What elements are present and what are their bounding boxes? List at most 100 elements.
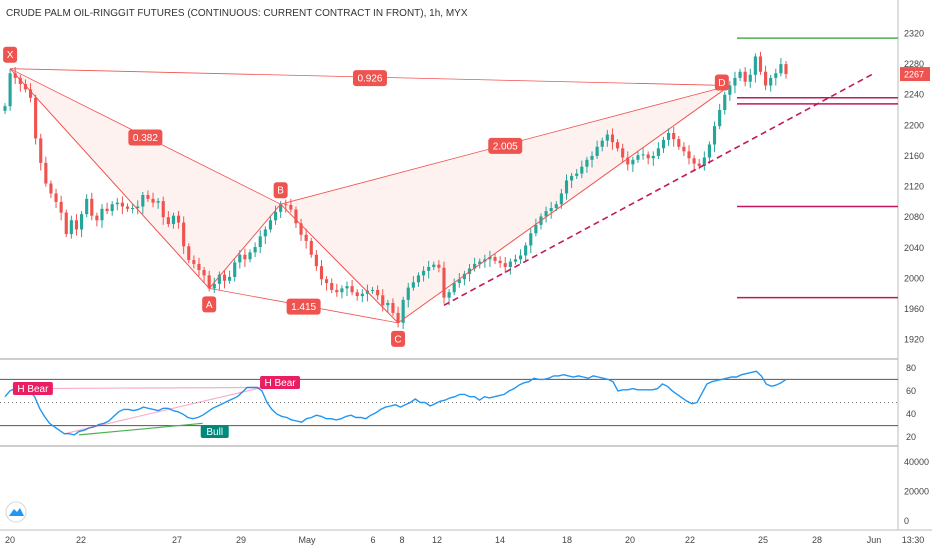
candle [233,259,237,282]
candle-body [309,240,313,255]
candle [707,141,712,164]
candle [396,306,400,328]
candle-body [452,283,456,293]
candle [110,201,114,216]
rsi-tick-label: 40 [906,409,916,419]
candle [575,168,579,179]
candle [600,137,604,152]
candle-body [626,157,630,165]
candle [156,198,160,209]
candle [672,126,676,147]
price-tick-label: 2320 [904,28,924,38]
candle-body [136,206,140,209]
candle [524,242,528,262]
candle [120,196,124,215]
candle [115,198,119,211]
candle [702,151,706,171]
candle [171,212,176,229]
candle-body [34,97,38,139]
candle [391,298,395,316]
candle-body [171,215,176,225]
candle [677,136,681,150]
candle-body [8,73,12,107]
candle-body [243,254,247,260]
date-tick-label: 29 [236,535,246,545]
candle-body [284,204,288,206]
candle [217,271,221,290]
candle-body [146,195,150,199]
candle [49,180,53,199]
candle [518,249,523,264]
candle [243,248,247,267]
candle-body [370,289,375,291]
candle-body [723,94,727,111]
candle-body [758,56,763,72]
candle-body [549,208,553,212]
candle-body [391,302,395,313]
candle [59,195,63,221]
candle-body [585,159,589,167]
candle [8,68,12,111]
volume-tick-label: 0 [904,516,909,526]
candle [636,150,640,163]
candle [570,172,574,189]
candle [631,156,635,173]
candle-body [498,260,502,264]
candle [386,299,390,313]
tradingview-cloud-icon[interactable] [5,501,27,523]
pattern-ratio-label-bg [286,298,321,315]
volume-tick-label: 20000 [904,487,929,497]
price-tick-label: 2200 [904,120,924,130]
rsi-divergence-line [14,386,263,390]
candle [294,206,298,228]
candle-body [95,215,99,221]
axes: 2320228022402200216021202080204020001960… [5,28,930,545]
candle [376,285,380,300]
candle-body [615,142,620,149]
date-tick-label: 13:30 [902,535,925,545]
candle-body [605,134,609,141]
candle [610,128,615,150]
rsi-divergence-label: H Bear [260,376,301,389]
candle-body [228,276,232,281]
candle-body [279,204,283,212]
candle-body [493,257,497,261]
date-tick-label: 27 [172,535,182,545]
candle-body [299,223,303,235]
candle-body [473,263,477,269]
candle-body [340,288,344,293]
candle [74,214,79,236]
candle-body [646,154,650,159]
candle [452,278,456,296]
candle [457,273,461,288]
candle [238,250,242,269]
candle [626,151,630,171]
candle [712,121,717,153]
candle-body [253,247,257,253]
candle [202,266,206,284]
pattern-leg [9,68,210,289]
candle [488,250,492,267]
candle-body [656,148,660,156]
candle [187,243,191,264]
candle [411,276,415,291]
date-tick-label: Jun [867,535,882,545]
candle [335,283,339,297]
candle-body [447,292,451,298]
candle [758,51,763,75]
candle-body [182,222,186,247]
candle [585,156,589,173]
candle-body [100,208,104,221]
candle-body [733,77,737,86]
rsi-pane: H Bear H Bear Bull [0,370,898,438]
candle-body [396,312,400,323]
rsi-divergence-label: Bull [200,425,229,438]
price-tick-label: 2120 [904,182,924,192]
candle-body [258,236,262,248]
candle-body [590,155,594,160]
candle-body [702,157,706,166]
pattern-ratio-label-bg [488,137,523,154]
candle [304,228,308,249]
candle-body [141,195,145,207]
